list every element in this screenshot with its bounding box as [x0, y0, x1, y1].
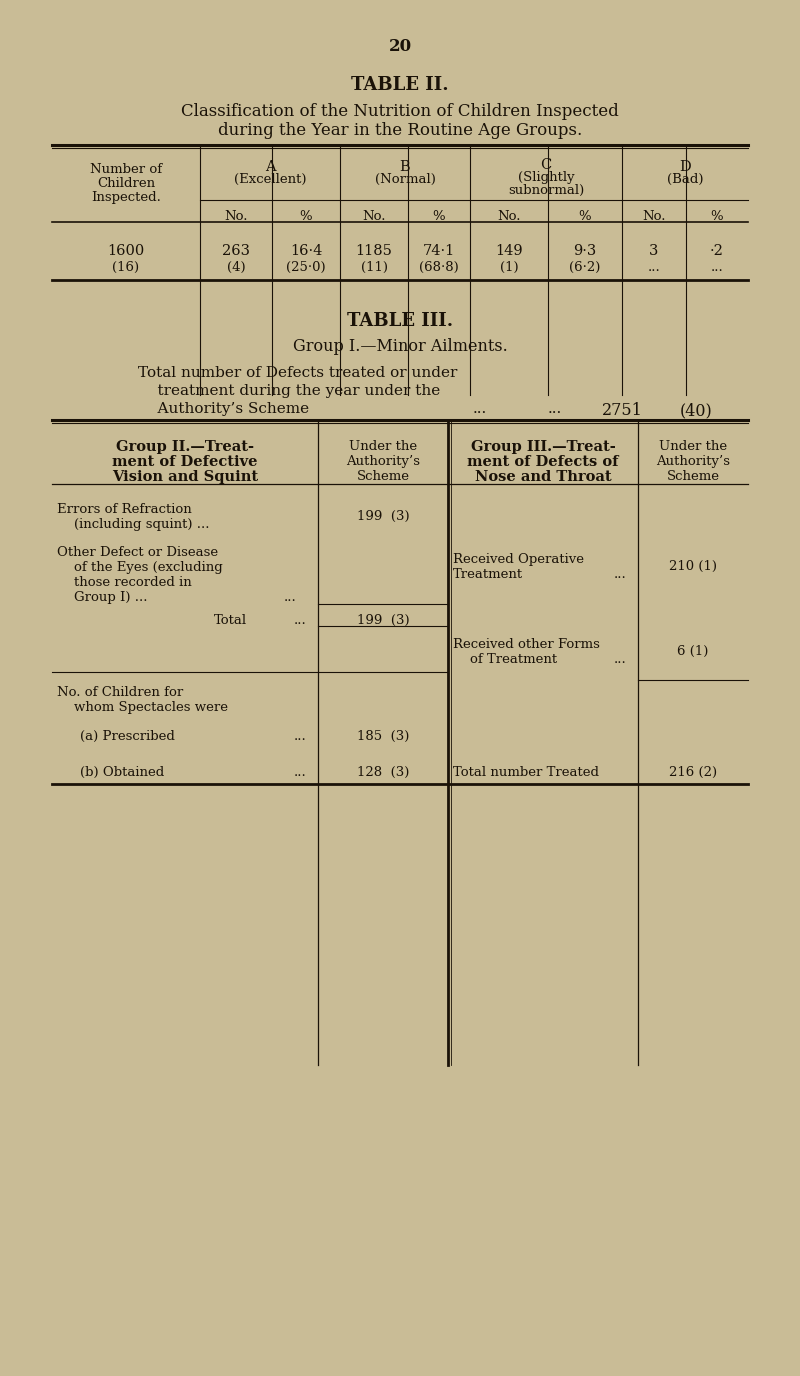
Text: of the Eyes (excluding: of the Eyes (excluding	[57, 561, 222, 574]
Text: 9·3: 9·3	[574, 244, 597, 259]
Text: (25·0): (25·0)	[286, 261, 326, 274]
Text: 1600: 1600	[107, 244, 145, 259]
Text: Errors of Refraction: Errors of Refraction	[57, 504, 192, 516]
Text: (b) Obtained: (b) Obtained	[80, 766, 164, 779]
Text: (1): (1)	[500, 261, 518, 274]
Text: Classification of the Nutrition of Children Inspected: Classification of the Nutrition of Child…	[181, 103, 619, 120]
Text: No.: No.	[224, 211, 248, 223]
Text: (4): (4)	[226, 261, 246, 274]
Text: 16·4: 16·4	[290, 244, 322, 259]
Text: No.: No.	[498, 211, 521, 223]
Text: Authority’s: Authority’s	[346, 455, 420, 468]
Text: Vision and Squint: Vision and Squint	[112, 471, 258, 484]
Text: ment of Defects of: ment of Defects of	[467, 455, 618, 469]
Text: TABLE II.: TABLE II.	[351, 76, 449, 94]
Text: B: B	[400, 160, 410, 173]
Text: ...: ...	[614, 654, 626, 666]
Text: 185  (3): 185 (3)	[357, 731, 409, 743]
Text: Under the: Under the	[659, 440, 727, 453]
Text: ...: ...	[294, 731, 306, 743]
Text: No.: No.	[362, 211, 386, 223]
Text: Children: Children	[97, 178, 155, 190]
Text: Treatment: Treatment	[453, 568, 523, 581]
Text: Total: Total	[214, 614, 246, 627]
Text: (Excellent): (Excellent)	[234, 173, 306, 186]
Text: Authority’s Scheme: Authority’s Scheme	[138, 402, 309, 416]
Text: (Bad): (Bad)	[666, 173, 703, 186]
Text: 128  (3): 128 (3)	[357, 766, 409, 779]
Text: No. of Children for: No. of Children for	[57, 687, 183, 699]
Text: %: %	[300, 211, 312, 223]
Text: (a) Prescribed: (a) Prescribed	[80, 731, 175, 743]
Text: Total number of Defects treated or under: Total number of Defects treated or under	[138, 366, 458, 380]
Text: 2751: 2751	[602, 402, 642, 420]
Text: (11): (11)	[361, 261, 387, 274]
Text: Received Operative: Received Operative	[453, 553, 584, 566]
Text: Inspected.: Inspected.	[91, 191, 161, 204]
Text: Nose and Throat: Nose and Throat	[474, 471, 611, 484]
Text: ...: ...	[710, 261, 723, 274]
Text: No.: No.	[642, 211, 666, 223]
Text: ...: ...	[648, 261, 660, 274]
Text: 216 (2): 216 (2)	[669, 766, 717, 779]
Text: ...: ...	[548, 402, 562, 416]
Text: whom Spectacles were: whom Spectacles were	[57, 700, 228, 714]
Text: ...: ...	[473, 402, 487, 416]
Text: %: %	[433, 211, 446, 223]
Text: subnormal): subnormal)	[508, 184, 584, 197]
Text: of Treatment: of Treatment	[453, 654, 557, 666]
Text: 210 (1): 210 (1)	[669, 560, 717, 572]
Text: Group I.—Minor Ailments.: Group I.—Minor Ailments.	[293, 338, 507, 355]
Text: 74·1: 74·1	[423, 244, 455, 259]
Text: (including squint) ...: (including squint) ...	[57, 517, 210, 531]
Text: (40): (40)	[680, 402, 712, 420]
Text: Other Defect or Disease: Other Defect or Disease	[57, 546, 218, 559]
Text: (68·8): (68·8)	[419, 261, 459, 274]
Text: 199  (3): 199 (3)	[357, 510, 410, 523]
Text: %: %	[710, 211, 723, 223]
Text: Scheme: Scheme	[357, 471, 410, 483]
Text: TABLE III.: TABLE III.	[347, 312, 453, 330]
Text: ...: ...	[614, 568, 626, 581]
Text: A: A	[265, 160, 275, 173]
Text: during the Year in the Routine Age Groups.: during the Year in the Routine Age Group…	[218, 122, 582, 139]
Text: Group II.—Treat-: Group II.—Treat-	[116, 440, 254, 454]
Text: D: D	[679, 160, 691, 173]
Text: ·2: ·2	[710, 244, 724, 259]
Text: (6·2): (6·2)	[570, 261, 601, 274]
Text: ment of Defective: ment of Defective	[112, 455, 258, 469]
Text: Group III.—Treat-: Group III.—Treat-	[470, 440, 615, 454]
Text: (Slightly: (Slightly	[518, 171, 574, 184]
Text: 6 (1): 6 (1)	[678, 645, 709, 658]
Text: 263: 263	[222, 244, 250, 259]
Text: Number of: Number of	[90, 162, 162, 176]
Text: ...: ...	[284, 592, 296, 604]
Text: (16): (16)	[113, 261, 139, 274]
Text: 20: 20	[389, 39, 411, 55]
Text: 3: 3	[650, 244, 658, 259]
Text: (Normal): (Normal)	[374, 173, 435, 186]
Text: those recorded in: those recorded in	[57, 577, 192, 589]
Text: Scheme: Scheme	[666, 471, 719, 483]
Text: 199  (3): 199 (3)	[357, 614, 410, 627]
Text: ...: ...	[294, 614, 306, 627]
Text: Total number Treated: Total number Treated	[453, 766, 599, 779]
Text: C: C	[540, 158, 552, 172]
Text: %: %	[578, 211, 591, 223]
Text: treatment during the year under the: treatment during the year under the	[138, 384, 440, 398]
Text: Group I) ...: Group I) ...	[57, 592, 147, 604]
Text: 149: 149	[495, 244, 523, 259]
Text: 1185: 1185	[355, 244, 393, 259]
Text: Received other Forms: Received other Forms	[453, 638, 600, 651]
Text: ...: ...	[294, 766, 306, 779]
Text: Under the: Under the	[349, 440, 417, 453]
Text: Authority’s: Authority’s	[656, 455, 730, 468]
